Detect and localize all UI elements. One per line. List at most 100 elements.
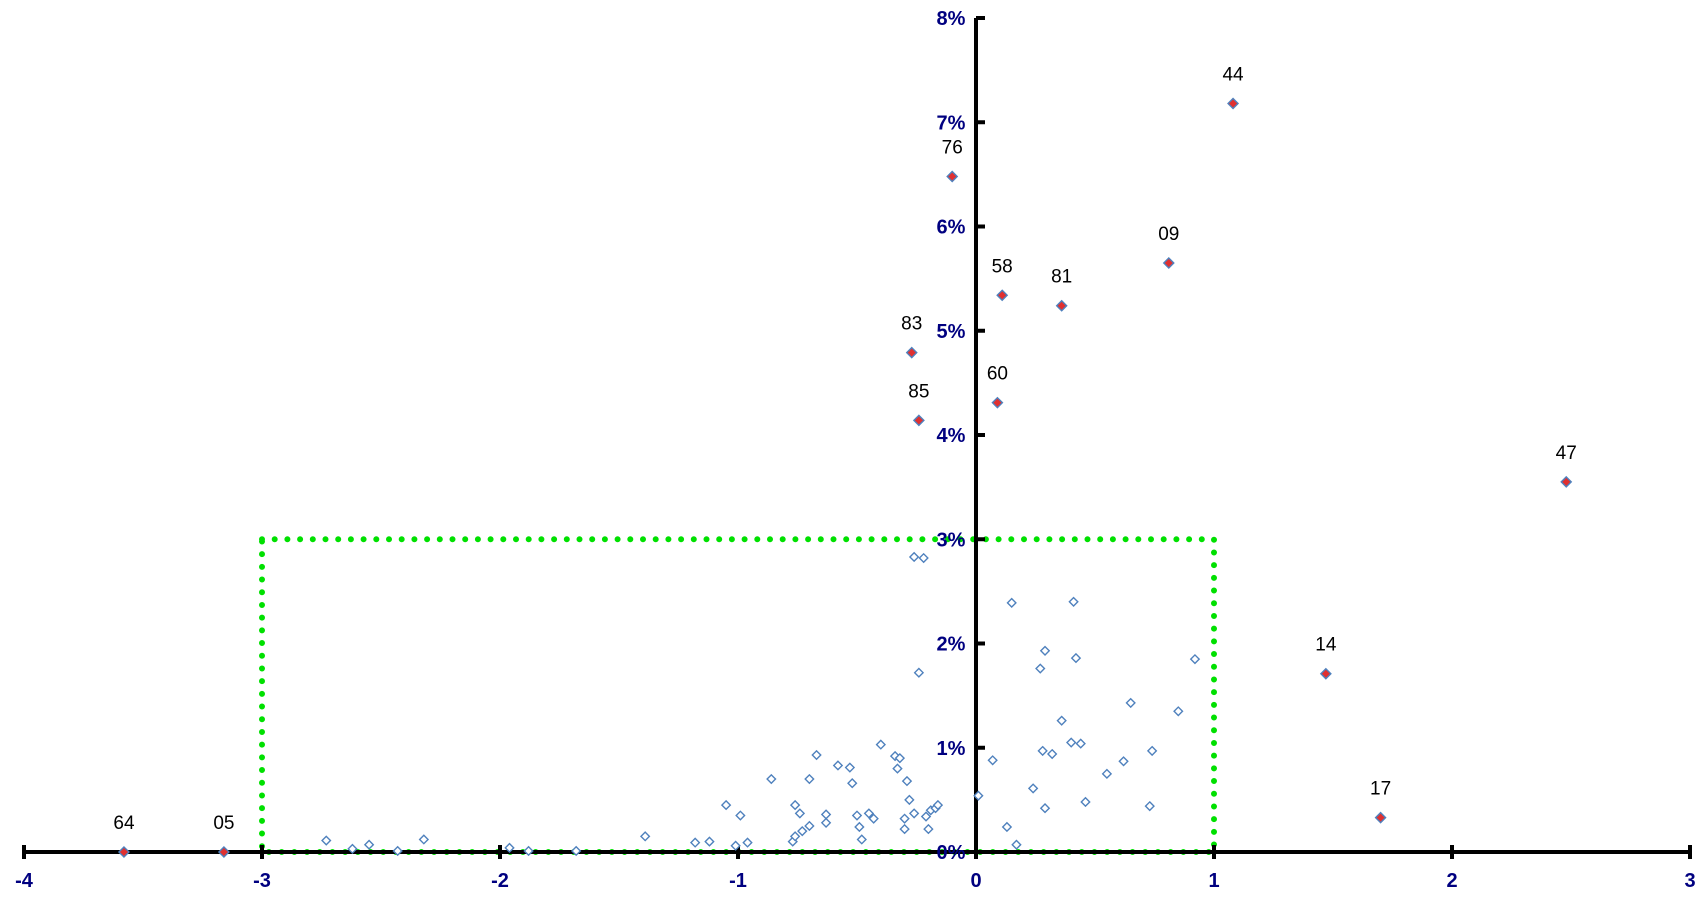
data-point (1039, 803, 1051, 814)
data-point (1039, 645, 1051, 656)
data-point (418, 834, 430, 845)
y-tick-label: 5% (937, 321, 966, 343)
point-label: 64 (113, 813, 135, 834)
data-point (1037, 745, 1048, 757)
point-label: 05 (213, 813, 234, 834)
data-point (932, 799, 944, 811)
data-point (1080, 796, 1091, 808)
data-point (892, 763, 903, 774)
data-point (875, 739, 886, 750)
point-label: 60 (987, 364, 1008, 385)
data-point (363, 839, 375, 850)
data-point (868, 813, 879, 824)
data-point (832, 760, 844, 771)
data-point (720, 799, 732, 811)
threshold-box-layer (259, 536, 1217, 855)
data-point (856, 834, 867, 845)
data-point (1146, 745, 1158, 757)
labeled-data-point (905, 346, 918, 359)
labeled-data-point (996, 289, 1009, 302)
data-point (847, 778, 858, 789)
data-point (811, 749, 822, 761)
data-point (918, 552, 929, 564)
data-point (1101, 768, 1113, 780)
axes-layer: -4 -3 -2 -1 0 1 2 3 0% 1% 2% 3% 4% 5% 6% 7% 8% (15, 8, 1695, 892)
data-point (920, 811, 932, 822)
data-point (639, 831, 651, 842)
data-point (1189, 653, 1201, 665)
x-tick-label: -4 (15, 870, 34, 892)
point-label: 76 (942, 137, 963, 158)
data-point (820, 817, 832, 828)
labeled-data-point (1227, 97, 1240, 110)
data-point (844, 762, 856, 773)
labeled-data-point (991, 396, 1004, 409)
data-point (1056, 715, 1067, 726)
data-point (923, 823, 934, 835)
data-point (804, 820, 815, 832)
data-point (1075, 738, 1086, 749)
point-label: 58 (992, 256, 1013, 277)
labeled-data-point (117, 846, 130, 858)
data-point (1070, 652, 1082, 664)
labeled-data-point (217, 846, 230, 858)
point-label: 81 (1051, 267, 1072, 288)
labeled-data-point (1560, 475, 1573, 488)
x-tick-label: -2 (491, 870, 509, 892)
point-label: 85 (908, 381, 929, 402)
data-point (820, 809, 832, 820)
data-point (735, 810, 746, 821)
data-point (804, 773, 815, 785)
data-point (789, 831, 801, 842)
data-point (742, 837, 753, 848)
data-point (794, 808, 806, 819)
data-point (504, 842, 515, 854)
data-point (1068, 596, 1079, 607)
data-point (901, 775, 913, 787)
data-point (863, 808, 875, 819)
labeled-data-point (1055, 299, 1068, 312)
point-label: 44 (1222, 64, 1244, 85)
data-point (730, 840, 741, 851)
data-point (1125, 697, 1136, 709)
threshold-box (259, 536, 1217, 855)
data-point (1046, 748, 1058, 760)
data-point (1066, 737, 1077, 748)
data-point (789, 799, 801, 811)
x-tick-label: -1 (729, 870, 747, 892)
data-point (854, 821, 865, 833)
y-tick-label: 2% (937, 634, 966, 656)
data-point (704, 836, 715, 847)
x-tick-label: 2 (1446, 870, 1457, 892)
data-point (689, 837, 701, 848)
data-point (899, 823, 910, 835)
point-label: 47 (1556, 443, 1577, 464)
y-tick-label: 4% (937, 425, 966, 447)
data-point (973, 790, 984, 801)
point-label: 09 (1158, 224, 1179, 245)
y-tick-label: 6% (937, 217, 966, 239)
data-point (894, 752, 906, 764)
data-point (523, 845, 534, 857)
x-tick-label: 1 (1208, 870, 1219, 892)
data-point (321, 835, 332, 846)
y-tick-label: 7% (937, 112, 966, 134)
data-point (392, 845, 403, 857)
data-point (1173, 706, 1184, 717)
y-tick-label: 3% (937, 529, 966, 551)
point-labels-layer: 64 05 44 76 09 58 81 83 60 85 47 14 17 (113, 64, 1576, 834)
data-point (1001, 821, 1013, 833)
point-label: 14 (1315, 635, 1337, 656)
data-point (1035, 663, 1046, 674)
labeled-data-point (1162, 256, 1175, 269)
data-point (908, 551, 920, 563)
data-point (851, 810, 863, 821)
data-point (899, 813, 910, 824)
point-label: 17 (1370, 779, 1391, 800)
data-point (570, 845, 582, 857)
y-tick-label: 1% (937, 738, 966, 760)
data-point (1011, 839, 1022, 850)
y-tick-label: 0% (937, 842, 966, 864)
